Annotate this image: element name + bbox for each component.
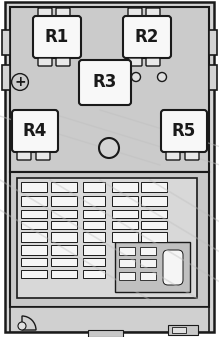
FancyBboxPatch shape (17, 152, 31, 160)
Bar (21, 182, 47, 192)
Bar (83, 270, 105, 278)
FancyBboxPatch shape (79, 60, 131, 105)
Text: R2: R2 (135, 28, 159, 46)
Bar (112, 232, 138, 242)
Bar (140, 272, 156, 280)
Bar (83, 210, 105, 218)
FancyBboxPatch shape (161, 110, 207, 152)
Bar (83, 182, 105, 192)
Bar (83, 245, 105, 255)
Bar (10, 307, 209, 332)
Bar (51, 258, 77, 266)
Bar (51, 221, 77, 229)
Bar (119, 259, 135, 267)
Bar (83, 232, 105, 242)
Bar (141, 221, 167, 229)
FancyBboxPatch shape (56, 58, 70, 66)
Bar (88, 330, 123, 337)
Text: +: + (14, 75, 26, 89)
Bar (141, 196, 167, 206)
FancyBboxPatch shape (163, 250, 183, 285)
Text: R1: R1 (45, 28, 69, 46)
FancyBboxPatch shape (38, 8, 52, 16)
Bar (140, 259, 156, 267)
Bar (209, 30, 217, 55)
FancyBboxPatch shape (33, 16, 81, 58)
Circle shape (157, 72, 166, 82)
Bar (10, 7, 209, 172)
Bar (112, 196, 138, 206)
Bar (51, 182, 77, 192)
Bar (119, 247, 135, 255)
Bar (21, 221, 47, 229)
Text: R5: R5 (172, 122, 196, 140)
FancyBboxPatch shape (56, 8, 70, 16)
FancyBboxPatch shape (166, 152, 180, 160)
Bar (21, 196, 47, 206)
Bar (17, 178, 197, 298)
Bar (51, 245, 77, 255)
Bar (51, 270, 77, 278)
FancyBboxPatch shape (12, 110, 58, 152)
Bar (21, 270, 47, 278)
Circle shape (131, 72, 141, 82)
Wedge shape (22, 316, 36, 330)
Bar (83, 221, 105, 229)
Bar (51, 196, 77, 206)
Bar (112, 221, 138, 229)
Bar (140, 247, 156, 255)
Bar (21, 245, 47, 255)
Bar (51, 210, 77, 218)
FancyBboxPatch shape (185, 152, 199, 160)
Bar (21, 232, 47, 242)
Bar (51, 232, 77, 242)
Bar (119, 272, 135, 280)
Bar (2, 65, 10, 90)
Text: R3: R3 (93, 73, 117, 91)
FancyBboxPatch shape (38, 58, 52, 66)
Bar (115, 242, 190, 292)
Bar (83, 196, 105, 206)
Bar (172, 327, 186, 333)
Circle shape (18, 322, 26, 330)
FancyBboxPatch shape (146, 58, 160, 66)
FancyBboxPatch shape (36, 152, 50, 160)
Bar (209, 65, 217, 90)
FancyBboxPatch shape (128, 8, 142, 16)
Bar (83, 258, 105, 266)
Bar (141, 182, 167, 192)
Bar (10, 172, 209, 307)
Bar (141, 210, 167, 218)
Bar (2, 30, 10, 55)
Bar (168, 325, 198, 335)
Bar (112, 210, 138, 218)
Bar (21, 258, 47, 266)
FancyBboxPatch shape (146, 8, 160, 16)
Bar (21, 210, 47, 218)
Bar (112, 182, 138, 192)
Circle shape (99, 138, 119, 158)
Bar (141, 232, 167, 242)
FancyBboxPatch shape (128, 58, 142, 66)
Text: R4: R4 (23, 122, 47, 140)
FancyBboxPatch shape (123, 16, 171, 58)
